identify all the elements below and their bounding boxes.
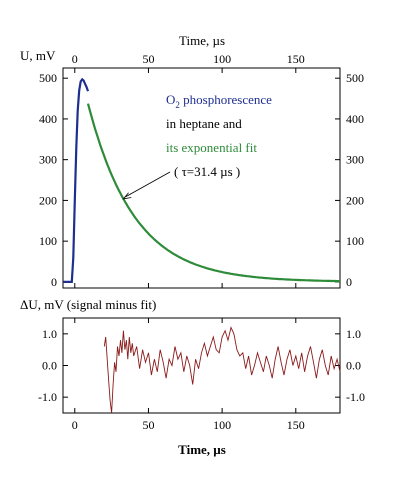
annotation-line-4: ( τ=31.4 µs ) xyxy=(174,164,240,179)
annotation-line-2: in heptane and xyxy=(166,116,242,131)
top-x-tick-label-2: 100 xyxy=(213,52,231,66)
top-y-tick-label-3: 300 xyxy=(39,153,57,167)
top-y-tick-label-4: 400 xyxy=(39,112,57,126)
top-y-tick-label-right-1: 100 xyxy=(346,234,364,248)
top-y-tick-label-right-0: 0 xyxy=(346,275,352,289)
bottom-x-tick-label-3: 150 xyxy=(287,418,305,432)
top-y-tick-label-right-2: 200 xyxy=(346,193,364,207)
top-y-tick-label-right-5: 500 xyxy=(346,71,364,85)
annotation-line-1-prefix: O xyxy=(166,92,175,107)
annotation-line-1-sub: 2 xyxy=(175,100,180,110)
bottom-x-tick-label-2: 100 xyxy=(213,418,231,432)
bottom-ticks: 0 50 100 150 -1.0 -1.0 0.0 0.0 1.0 1.0 xyxy=(38,318,365,432)
top-y-tick-label-2: 200 xyxy=(39,193,57,207)
arrow-shaft xyxy=(125,171,171,198)
annotation-line-1-suffix: phosphorescence xyxy=(180,92,272,107)
bottom-y-tick-label-right-0: -1.0 xyxy=(346,390,365,404)
bottom-series xyxy=(103,326,341,414)
bottom-y-tick-label-2: 1.0 xyxy=(42,327,57,341)
bottom-y-tick-label-right-2: 1.0 xyxy=(346,327,361,341)
bottom-y-tick-label-1: 0.0 xyxy=(42,359,57,373)
annotation-line-3: its exponential fit xyxy=(166,140,257,155)
top-y-tick-label-0: 0 xyxy=(51,275,57,289)
top-y-tick-label-right-3: 300 xyxy=(346,153,364,167)
bottom-ylabel: ΔU, mV (signal minus fit) xyxy=(20,297,156,312)
bottom-xlabel: Time, µs xyxy=(178,442,226,457)
top-y-tick-label-5: 500 xyxy=(39,71,57,85)
top-y-tick-label-1: 100 xyxy=(39,234,57,248)
residual-line xyxy=(103,326,341,414)
top-x-tick-label-3: 150 xyxy=(287,52,305,66)
fit-line xyxy=(86,103,340,283)
bottom-plot-frame xyxy=(62,317,341,414)
top-xlabel: Time, µs xyxy=(179,33,225,48)
bottom-x-tick-label-0: 0 xyxy=(72,418,78,432)
arrow-head xyxy=(122,192,132,200)
top-x-tick-label-1: 50 xyxy=(142,52,154,66)
top-series xyxy=(63,77,340,283)
top-x-tick-label-0: 0 xyxy=(72,52,78,66)
annotation-line-1: O2 phosphorescence xyxy=(166,92,272,110)
signal-line xyxy=(63,77,90,283)
bottom-x-tick-label-1: 50 xyxy=(142,418,154,432)
top-plot-frame xyxy=(62,67,341,289)
top-ylabel: U, mV xyxy=(20,48,56,63)
top-ticks: 0 50 100 150 0 0 100 100 200 200 300 300 400 400 500 50… xyxy=(39,52,364,289)
bottom-y-tick-label-right-1: 0.0 xyxy=(346,359,361,373)
annotation-arrow xyxy=(122,171,171,200)
bottom-y-tick-label-0: -1.0 xyxy=(38,390,57,404)
top-y-tick-label-right-4: 400 xyxy=(346,112,364,126)
